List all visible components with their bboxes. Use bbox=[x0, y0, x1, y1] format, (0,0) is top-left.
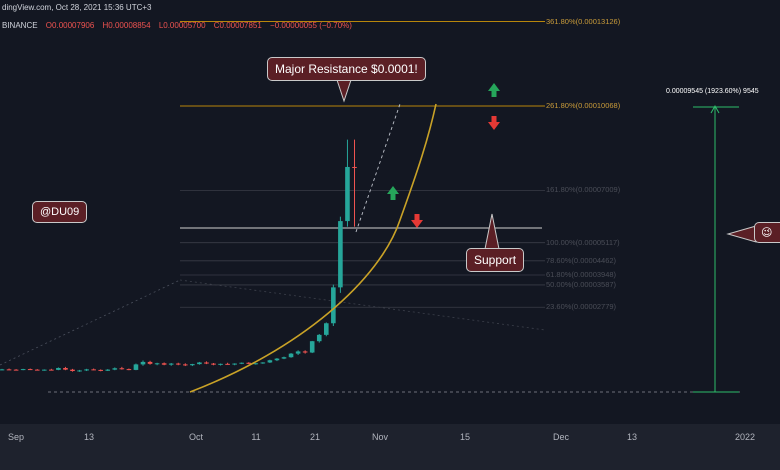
fib-label: 261.80%(0.00010068) bbox=[546, 101, 621, 110]
candle-body bbox=[239, 362, 244, 364]
parabolic-curve bbox=[189, 103, 437, 393]
ohlc-low: L0.00005700 bbox=[158, 21, 206, 30]
candle-body bbox=[345, 166, 350, 222]
candle-body bbox=[295, 351, 301, 354]
candle-body bbox=[77, 370, 82, 372]
candle-body bbox=[324, 323, 329, 335]
candle-body bbox=[197, 362, 202, 365]
candle-body bbox=[154, 363, 160, 365]
down-arrow-icon bbox=[488, 116, 500, 130]
candle-body bbox=[84, 369, 89, 371]
candle-body bbox=[281, 357, 287, 359]
candle-body bbox=[49, 369, 54, 371]
candle-body bbox=[0, 369, 5, 371]
trend-guide-left bbox=[0, 279, 181, 366]
candle-body bbox=[34, 369, 40, 371]
fib-label: 100.00%(0.00005117) bbox=[546, 237, 620, 247]
candle-body bbox=[56, 367, 61, 370]
candle-body bbox=[211, 363, 216, 365]
time-tick-label: 15 bbox=[459, 432, 471, 442]
author-tag[interactable]: @DU09 bbox=[32, 201, 88, 223]
chart-header: dingView.com, Oct 28, 2021 15:36 UTC+3 B… bbox=[0, 0, 780, 36]
candle-body bbox=[27, 369, 33, 371]
candle-body bbox=[204, 362, 209, 364]
candle-body bbox=[338, 221, 343, 288]
down-arrow-icon bbox=[411, 214, 423, 228]
candle-body bbox=[63, 367, 68, 370]
candle-body bbox=[147, 361, 153, 364]
candle-body bbox=[288, 353, 294, 358]
candle-body bbox=[91, 369, 96, 371]
candle-body bbox=[225, 363, 230, 365]
candle-body bbox=[274, 358, 280, 361]
source-line: dingView.com, Oct 28, 2021 15:36 UTC+3 bbox=[2, 3, 152, 12]
candle-body bbox=[98, 369, 103, 371]
fib-label: 61.80%(0.00003948) bbox=[546, 269, 617, 279]
time-tick-label: Sep bbox=[7, 432, 25, 442]
candle-body bbox=[126, 369, 132, 371]
candle-body bbox=[352, 166, 357, 168]
time-tick-label: 11 bbox=[251, 432, 261, 442]
candle-body bbox=[183, 364, 188, 366]
resistance-callout[interactable]: Major Resistance $0.0001! bbox=[267, 57, 426, 81]
time-axis[interactable] bbox=[0, 424, 780, 470]
candle-body bbox=[42, 369, 47, 371]
candle-body bbox=[316, 334, 322, 342]
candle-body bbox=[260, 362, 266, 364]
candle-body bbox=[190, 364, 195, 366]
candle-body bbox=[140, 361, 146, 365]
candle-body bbox=[161, 363, 167, 365]
time-tick-label: Nov bbox=[371, 432, 389, 442]
candle-body bbox=[13, 369, 19, 371]
time-tick-label: Dec bbox=[552, 432, 570, 442]
candle-body bbox=[302, 351, 308, 353]
fib-label: 50.00%(0.00003587) bbox=[546, 279, 617, 289]
candle-body bbox=[105, 369, 111, 371]
candle-body bbox=[20, 369, 26, 371]
candlesticks bbox=[0, 139, 357, 372]
trend-guide-right bbox=[179, 279, 546, 331]
guide-lines bbox=[0, 279, 740, 393]
up-arrow-icon bbox=[488, 83, 500, 97]
time-tick-label: Oct bbox=[188, 432, 204, 442]
ohlc-high: H0.00008854 bbox=[102, 21, 151, 30]
time-tick-label: 21 bbox=[309, 432, 321, 442]
time-tick-label: 13 bbox=[626, 432, 638, 442]
resistance-pointer bbox=[336, 79, 352, 103]
candle-body bbox=[6, 369, 12, 371]
candle-body bbox=[331, 287, 336, 324]
emoji-callout[interactable]: 😉 bbox=[754, 222, 780, 243]
candle-body bbox=[70, 369, 75, 372]
candle-body bbox=[253, 363, 259, 365]
emoji-pointer bbox=[726, 225, 757, 243]
up-arrow-icon bbox=[387, 186, 399, 200]
fib-label: 23.60%(0.00002779) bbox=[546, 302, 617, 312]
candle-body bbox=[168, 363, 174, 365]
fib-label: 161.80%(0.00007009) bbox=[546, 185, 621, 195]
exchange-label: BINANCE bbox=[2, 21, 38, 30]
ohlc-change: −0.00000055 (−0.70%) bbox=[270, 21, 352, 30]
fib-label: 361.80%(0.00013126) bbox=[546, 16, 621, 26]
time-tick-label: 13 bbox=[83, 432, 95, 442]
ohlc-close: C0.00007851 bbox=[213, 21, 262, 30]
fib-label: 78.60%(0.00004462) bbox=[546, 255, 617, 265]
candle-body bbox=[232, 363, 237, 365]
projection-dashed-line bbox=[355, 103, 401, 233]
candle-body bbox=[309, 341, 315, 353]
candle-body bbox=[218, 363, 223, 365]
measure-label: 0.00009545 (1923.60%) 9545 bbox=[666, 88, 759, 95]
drawing-overlay bbox=[189, 79, 757, 393]
measure-arrowhead bbox=[710, 104, 720, 114]
ohlc-open: O0.00007906 bbox=[45, 21, 95, 30]
support-pointer bbox=[484, 213, 500, 250]
candle-body bbox=[267, 360, 273, 363]
support-callout[interactable]: Support bbox=[466, 248, 525, 272]
candle-body bbox=[175, 363, 181, 365]
candle-body bbox=[112, 368, 118, 370]
candle-body bbox=[133, 364, 139, 370]
candle-body bbox=[246, 362, 252, 364]
ohlc-line: BINANCE O0.00007906 H0.00008854 L0.00005… bbox=[2, 21, 358, 30]
candle-body bbox=[119, 368, 125, 370]
time-tick-label: 2022 bbox=[734, 432, 756, 442]
